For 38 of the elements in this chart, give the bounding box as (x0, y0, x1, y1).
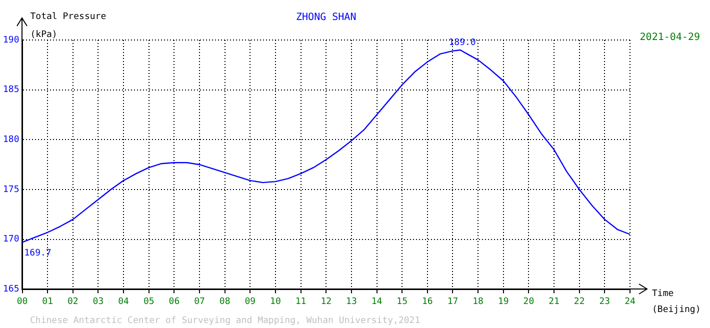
x-tick-label: 01 (42, 296, 53, 307)
x-tick-label: 24 (624, 296, 636, 307)
x-tick-label: 16 (422, 296, 433, 307)
x-tick-label: 05 (143, 296, 154, 307)
x-tick-label: 20 (523, 296, 534, 307)
y-tick-label: 190 (2, 35, 20, 46)
x-tick-label: 10 (270, 296, 281, 307)
y-axis-title: Total Pressure (kPa) (30, 12, 106, 40)
y-tick-label: 175 (2, 184, 20, 195)
chart-title: ZHONG SHAN (296, 12, 356, 23)
annotation: 189.0 (448, 38, 476, 48)
x-tick-label: 19 (498, 296, 509, 307)
x-tick-label: 23 (599, 296, 610, 307)
x-tick-label: 06 (168, 296, 180, 307)
y-tick-label: 180 (2, 135, 20, 146)
x-tick-label: 12 (320, 296, 332, 307)
text: 2021-04-29 (640, 32, 700, 43)
x-tick-label: 15 (396, 296, 408, 307)
x-tick-label: 08 (219, 296, 230, 307)
x-tick-label: 14 (371, 296, 382, 307)
x-tick-label: 00 (16, 296, 28, 307)
x-tick-label: 11 (295, 296, 306, 307)
y-tick-label: 185 (2, 85, 20, 96)
x-axis-title: Time (Beijing) (652, 289, 701, 316)
x-tick-label: 17 (447, 296, 458, 307)
y-tick-label: 170 (2, 234, 20, 245)
x-tick-label: 07 (194, 296, 205, 307)
x-tick-label: 18 (472, 296, 484, 307)
x-tick-label: 03 (92, 296, 104, 307)
x-tick-label: 04 (118, 296, 129, 307)
x-tick-label: 21 (548, 296, 560, 307)
x-tick-label: 13 (346, 296, 357, 307)
x-tick-label: 22 (574, 296, 585, 307)
y-tick-label: 165 (2, 284, 20, 295)
annotation: 169.7 (24, 248, 52, 258)
text: Chinese Antarctic Center of Surveying and Mapping, Wuhan University,2021 (30, 316, 420, 326)
x-tick-label: 02 (67, 296, 78, 307)
x-tick-label: 09 (244, 296, 256, 307)
